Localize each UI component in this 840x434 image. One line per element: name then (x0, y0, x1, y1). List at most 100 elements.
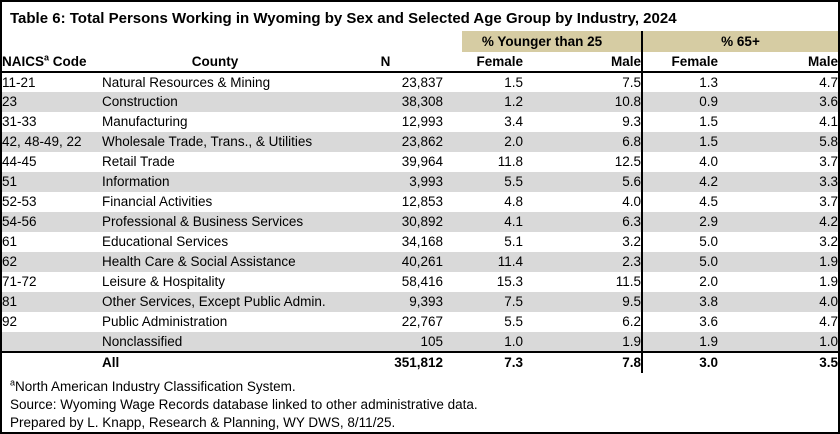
table-row: 42, 48-49, 22 Wholesale Trade, Trans., & … (2, 132, 838, 152)
n-cell: 9,393 (328, 292, 443, 312)
table-row: 51 Information 3,993 5.5 5.6 4.2 3.3 (2, 172, 838, 192)
n-cell: 22,767 (401, 314, 443, 330)
younger-female-cell: 5.5 (443, 172, 523, 192)
younger-female-cell: 15.3 (496, 274, 523, 290)
footnote-source: Source: Wyoming Wage Records database li… (10, 397, 478, 412)
table-row: 11-21 Natural Resources & Mining 23,837 1.5… (2, 72, 838, 92)
industry-cell: Retail Trade (102, 154, 175, 170)
older-male-cell: 3.2 (819, 234, 838, 250)
older-female-cell: 2.0 (641, 272, 718, 292)
older-male-cell: 5.8 (718, 132, 838, 152)
header-county: County (102, 52, 328, 73)
older-female-cell: 1.9 (641, 332, 718, 352)
column-group-row: % Younger than 25 % 65+ (2, 31, 838, 52)
older-female-cell: 2.9 (641, 212, 718, 232)
younger-male-cell: 7.5 (622, 74, 641, 90)
younger-female-cell: 1.5 (504, 74, 523, 90)
younger-male-cell: 10.8 (523, 92, 642, 112)
industry-cell: Manufacturing (102, 114, 188, 130)
total-n-cell: 351,812 (328, 351, 443, 373)
naics-footnote-marker: a (44, 52, 50, 63)
younger-male-cell: 12.5 (614, 154, 641, 170)
n-cell: 40,261 (328, 252, 443, 272)
older-female-cell: 0.9 (641, 92, 718, 112)
n-cell: 12,853 (401, 194, 443, 210)
table-row: 92 Public Administration 22,767 5.5 6.2 3.6 4.… (2, 312, 838, 332)
younger-female-cell: 7.5 (443, 292, 523, 312)
total-code-cell (2, 351, 102, 373)
older-male-cell: 1.0 (718, 332, 838, 352)
col-group-65-plus: % 65+ (641, 31, 838, 52)
header-older-female: Female (641, 52, 718, 73)
older-female-cell: 3.8 (641, 292, 718, 312)
younger-male-cell: 6.8 (523, 132, 642, 152)
older-male-cell: 4.7 (819, 314, 838, 330)
industry-cell: Public Administration (102, 314, 228, 330)
table-row: Nonclassified 105 1.0 1.9 1.9 1.0 (2, 332, 838, 352)
younger-male-cell: 5.6 (523, 172, 642, 192)
younger-female-cell: 1.2 (443, 92, 523, 112)
header-n: N (328, 52, 443, 73)
code-cell: 42, 48-49, 22 (2, 132, 102, 152)
younger-male-cell: 9.5 (523, 292, 642, 312)
older-female-cell: 3.6 (641, 312, 718, 332)
column-header-row: NAICSa Code County N Female Male Female … (2, 52, 838, 73)
n-cell: 39,964 (401, 154, 443, 170)
older-male-cell: 4.7 (819, 74, 838, 90)
younger-male-cell: 2.3 (523, 252, 642, 272)
older-female-cell: 4.5 (641, 192, 718, 212)
older-female-cell: 1.5 (641, 132, 718, 152)
older-female-cell: 1.3 (641, 72, 718, 92)
code-cell: 44-45 (2, 154, 37, 170)
older-female-cell: 5.0 (641, 252, 718, 272)
total-label-cell: All (102, 351, 328, 373)
header-younger-male: Male (523, 52, 642, 73)
code-cell: 54-56 (2, 212, 102, 232)
header-younger-female: Female (443, 52, 523, 73)
younger-female-cell: 5.1 (504, 234, 523, 250)
older-female-cell: 5.0 (641, 232, 718, 252)
younger-male-cell: 4.0 (622, 194, 641, 210)
younger-female-cell: 3.4 (504, 114, 523, 130)
footnote-marker: a (10, 377, 16, 388)
table-title: Table 6: Total Persons Working in Wyomin… (10, 10, 677, 27)
older-male-cell: 3.7 (819, 194, 838, 210)
younger-female-cell: 4.8 (504, 194, 523, 210)
n-cell: 12,993 (401, 114, 443, 130)
footnote-naics-text: North American Industry Classification S… (15, 379, 296, 394)
code-cell: 11-21 (2, 74, 36, 90)
n-cell: 34,168 (401, 234, 443, 250)
older-female-cell: 1.5 (641, 112, 718, 132)
younger-female-cell: 4.1 (443, 212, 523, 232)
code-cell: 51 (2, 172, 102, 192)
younger-female-cell: 11.4 (443, 252, 523, 272)
industry-cell: Professional & Business Services (102, 212, 328, 232)
col-group-younger-than-25: % Younger than 25 (443, 31, 642, 52)
older-male-cell: 3.7 (819, 154, 838, 170)
table-row: 44-45 Retail Trade 39,964 11.8 12.5 4.0 3.7 (2, 152, 838, 172)
code-cell (2, 332, 102, 352)
industry-cell: Wholesale Trade, Trans., & Utilities (102, 132, 328, 152)
total-younger-female-cell: 7.3 (443, 351, 523, 373)
younger-male-cell: 3.2 (622, 234, 641, 250)
total-row: All 351,812 7.3 7.8 3.0 3.5 (2, 351, 838, 373)
code-cell: 71-72 (2, 274, 37, 290)
older-male-cell: 3.3 (718, 172, 838, 192)
header-naics-code: NAICSa Code (2, 52, 102, 73)
total-older-male-cell: 3.5 (718, 351, 838, 373)
n-cell: 23,862 (328, 132, 443, 152)
younger-male-cell: 6.2 (622, 314, 641, 330)
naics-label: NAICS (2, 53, 45, 69)
footnotes: aNorth American Industry Classification … (2, 373, 838, 432)
younger-male-cell: 6.3 (523, 212, 642, 232)
older-male-cell: 1.9 (718, 252, 838, 272)
code-cell: 62 (2, 252, 102, 272)
older-male-cell: 4.0 (718, 292, 838, 312)
n-cell: 38,308 (328, 92, 443, 112)
industry-table: % Younger than 25 % 65+ NAICSa Code Coun… (2, 31, 838, 373)
younger-female-cell: 2.0 (443, 132, 523, 152)
table-row: 81 Other Services, Except Public Admin. 9,… (2, 292, 838, 312)
footnote-naics: aNorth American Industry Classification … (10, 378, 838, 396)
younger-male-cell: 11.5 (615, 274, 641, 290)
